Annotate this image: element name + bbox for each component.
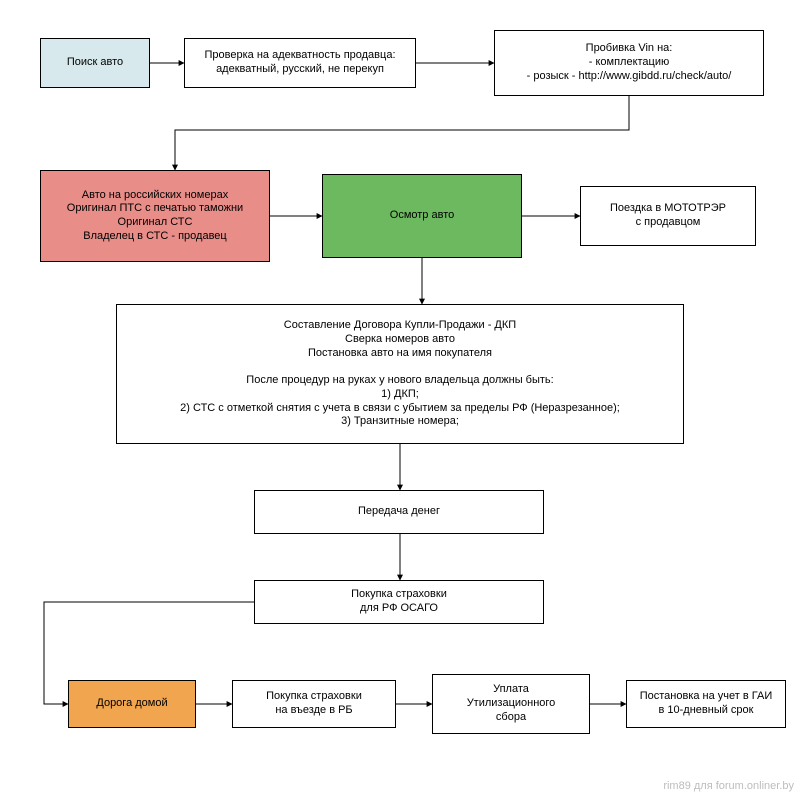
flowchart-node: Поездка в МОТОТРЭР с продавцом — [580, 186, 756, 246]
flowchart-node-label: Поездка в МОТОТРЭР с продавцом — [610, 202, 726, 230]
flowchart-node: Дорога домой — [68, 680, 196, 728]
flowchart-node: Авто на российских номерах Оригинал ПТС … — [40, 170, 270, 262]
flowchart-node-label: Покупка страховки на въезде в РБ — [266, 690, 362, 718]
flowchart-node-label: Постановка на учет в ГАИ в 10-дневный ср… — [640, 690, 773, 718]
flowchart-node: Пробивка Vin на: - комплектацию - розыск… — [494, 30, 764, 96]
flowchart-node: Постановка на учет в ГАИ в 10-дневный ср… — [626, 680, 786, 728]
flowchart-node: Проверка на адекватность продавца: адекв… — [184, 38, 416, 88]
flowchart-node-label: Поиск авто — [67, 56, 123, 70]
flowchart-node: Составление Договора Купли-Продажи - ДКП… — [116, 304, 684, 444]
flowchart-node: Покупка страховки на въезде в РБ — [232, 680, 396, 728]
flowchart-node: Осмотр авто — [322, 174, 522, 258]
flowchart-node-label: Осмотр авто — [390, 209, 454, 223]
flowchart-node-label: Составление Договора Купли-Продажи - ДКП… — [180, 319, 620, 429]
flowchart-node: Поиск авто — [40, 38, 150, 88]
flowchart-node: Передача денег — [254, 490, 544, 534]
flowchart-node-label: Уплата Утилизационного сбора — [467, 683, 556, 724]
flowchart-edge — [175, 96, 629, 170]
flowchart-node-label: Передача денег — [358, 505, 440, 519]
flowchart-node-label: Покупка страховки для РФ ОСАГО — [351, 588, 447, 616]
watermark: rim89 для forum.onliner.by — [663, 780, 794, 792]
flowchart-node-label: Дорога домой — [96, 697, 167, 711]
flowchart-node-label: Пробивка Vin на: - комплектацию - розыск… — [527, 42, 732, 83]
flowchart-node-label: Проверка на адекватность продавца: адекв… — [205, 49, 396, 77]
flowchart-node: Покупка страховки для РФ ОСАГО — [254, 580, 544, 624]
flowchart-node-label: Авто на российских номерах Оригинал ПТС … — [67, 189, 243, 244]
flowchart-canvas: rim89 для forum.onliner.by Поиск авто Про… — [0, 0, 800, 796]
flowchart-node: Уплата Утилизационного сбора — [432, 674, 590, 734]
